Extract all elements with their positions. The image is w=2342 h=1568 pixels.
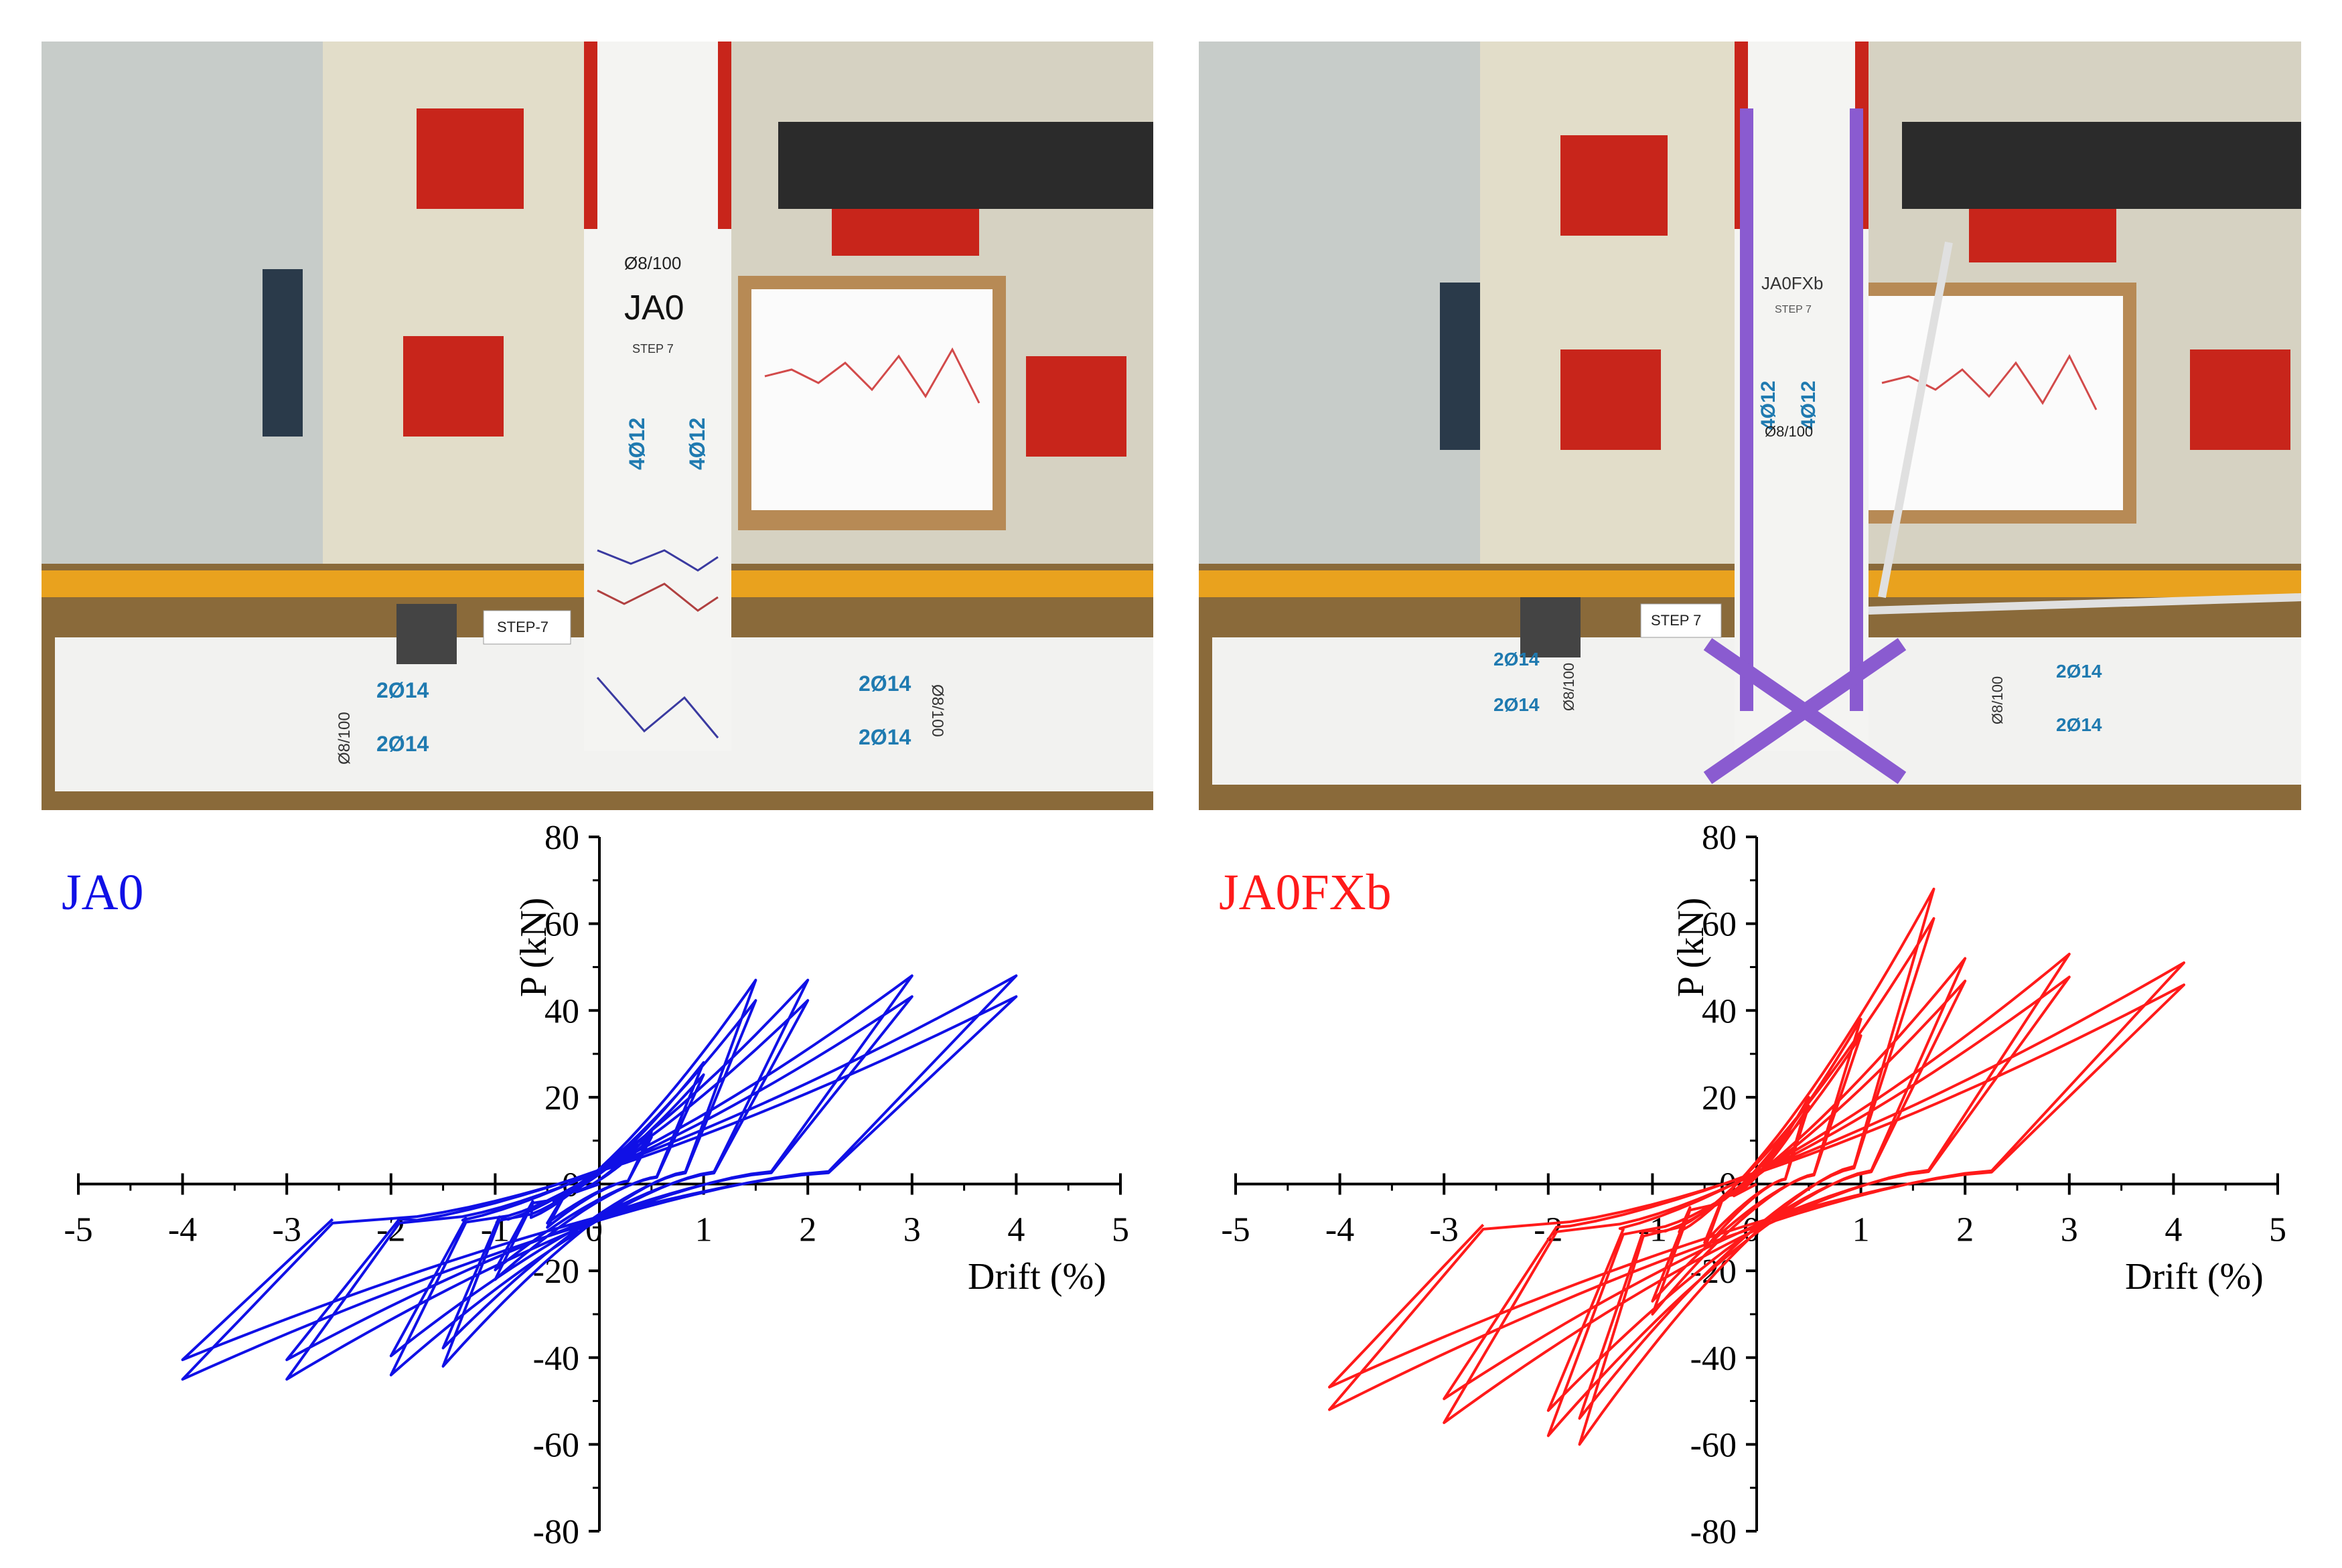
x-tick-label: 4	[1007, 1211, 1025, 1249]
series-group	[181, 974, 1018, 1381]
chart-title: JA0	[62, 864, 143, 921]
y-tick-label: -60	[533, 1426, 579, 1464]
x-tick-label: -5	[64, 1211, 92, 1249]
y-axis-label: P (kN)	[513, 898, 555, 998]
hysteresis-curve	[1328, 887, 2185, 1446]
beam-stirrup-tag: Ø8/100	[336, 712, 354, 765]
x-tick-label: -3	[273, 1211, 301, 1249]
y-tick-label: -60	[1690, 1426, 1737, 1464]
x-tick-label: 3	[903, 1211, 921, 1249]
chart-svg: JA0 -5 -4 -3 -2 -1 0 1 2 3 4 5 -80-60-40-200204060…	[62, 819, 1129, 1551]
beam-bars-tag: 2Ø14	[1493, 694, 1540, 715]
beam-stirrup-tag: Ø8/100	[1560, 663, 1577, 711]
x-tick-label: -5	[1221, 1211, 1250, 1249]
col-bars-tag: 4Ø12	[1757, 381, 1779, 430]
chart-title: JA0FXb	[1219, 864, 1392, 921]
specimen-label: JA0	[624, 289, 684, 327]
y-tick-label: 20	[1702, 1079, 1737, 1117]
hysteresis-chart-ja0fxb: JA0FXb -5 -4 -3 -2 -1 0 1 2 3 4 5 -80 -60 -40 -20 0 20 4…	[1171, 817, 2342, 1568]
beam-stirrup-tag: Ø8/100	[1989, 676, 2006, 724]
x-tick-label: -2	[1534, 1211, 1562, 1249]
x-tick-label: -4	[168, 1211, 197, 1249]
beam-bars-tag: 2Ø14	[2056, 714, 2102, 735]
x-tick-label: 1	[695, 1211, 713, 1249]
y-tick-label: -40	[533, 1340, 579, 1378]
y-tick-label: -80	[533, 1513, 579, 1551]
col-stirrup-tag: Ø8/100	[624, 253, 681, 273]
col-bars-tag: 4Ø12	[1798, 381, 1820, 430]
beam-stirrup-tag: Ø8/100	[928, 684, 946, 737]
series-group	[1328, 887, 2185, 1446]
y-tick-label: 40	[1702, 992, 1737, 1030]
y-tick-label: 40	[544, 992, 579, 1030]
x-tick-label: -3	[1430, 1211, 1459, 1249]
hysteresis-chart-ja0: JA0 -5 -4 -3 -2 -1 0 1 2 3 4 5 -80 -60 -40 -20 0 20 40 60…	[0, 817, 1171, 1568]
step-tag: STEP 7	[632, 342, 674, 356]
x-tick-label: 4	[2165, 1211, 2182, 1249]
col-stirrup-tag: Ø8/100	[1765, 423, 1813, 440]
step-sign: STEP-7	[497, 619, 548, 635]
step-tag: STEP 7	[1775, 304, 1812, 315]
y-tick-label: 60	[544, 906, 579, 944]
beam-bars-tag: 2Ø14	[1493, 649, 1540, 670]
specimen-label: JA0FXb	[1761, 273, 1824, 293]
y-tick-label: 60	[1702, 906, 1737, 944]
beam-bars-tag: 2Ø14	[859, 725, 911, 749]
beam-bars-tag: 2Ø14	[376, 732, 429, 756]
x-tick-label: -4	[1325, 1211, 1354, 1249]
step-sign: STEP 7	[1651, 612, 1701, 629]
test-photo-ja0fxb: JA0FXb STEP 7 4Ø12 4Ø12 Ø8/100 STEP 7 2Ø…	[1199, 42, 2301, 810]
hysteresis-curve	[181, 974, 1018, 1381]
chart-svg: JA0FXb -5 -4 -3 -2 -1 0 1 2 3 4 5 -80-60-40-200204…	[1219, 819, 2286, 1551]
test-photo-ja0: Ø8/100 JA0 STEP 7 4Ø12 4Ø12 STEP-7 2Ø14 …	[42, 42, 1153, 810]
y-tick-label: -80	[1690, 1513, 1737, 1551]
y-axis-label: P (kN)	[1670, 898, 1712, 998]
y-tick-label: 20	[544, 1079, 579, 1117]
col-bars-tag: 4Ø12	[685, 418, 709, 470]
x-tick-label: 5	[2269, 1211, 2286, 1249]
col-bars-tag: 4Ø12	[625, 418, 649, 470]
beam-bars-tag: 2Ø14	[2056, 661, 2102, 682]
x-axis-label: Drift (%)	[2125, 1256, 2264, 1298]
y-tick-label: -40	[1690, 1340, 1737, 1378]
x-axis-label: Drift (%)	[968, 1256, 1106, 1298]
y-tick-label: 80	[544, 819, 579, 857]
beam-bars-tag: 2Ø14	[859, 672, 911, 696]
x-tick-label: 2	[799, 1211, 816, 1249]
x-tick-label: 1	[1852, 1211, 1870, 1249]
y-tick-label: 80	[1702, 819, 1737, 857]
x-tick-label: 2	[1956, 1211, 1974, 1249]
x-tick-label: 5	[1112, 1211, 1129, 1249]
beam-bars-tag: 2Ø14	[376, 678, 429, 702]
x-tick-label: 3	[2061, 1211, 2078, 1249]
